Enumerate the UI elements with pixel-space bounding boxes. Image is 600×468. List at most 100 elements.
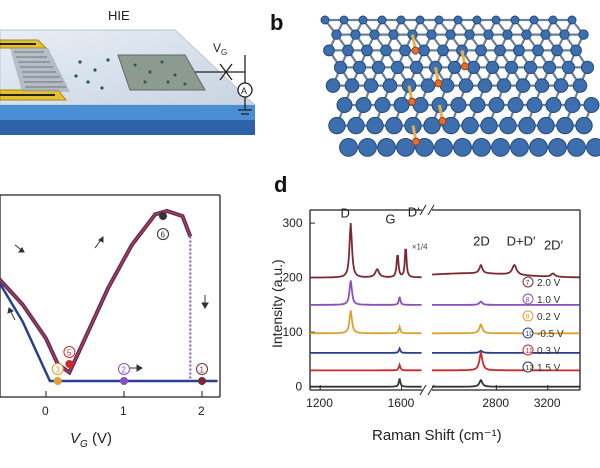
lattice-atom — [548, 15, 558, 25]
lattice-atom — [494, 44, 506, 57]
lattice-atom — [399, 44, 411, 57]
raman-xtick-label: 1200 — [306, 396, 333, 410]
lattice-atom — [567, 15, 577, 25]
lattice-atom — [331, 29, 342, 40]
panel-a: HIE A VG — [0, 8, 257, 135]
lattice-atom — [504, 60, 519, 75]
lattice-atom — [475, 44, 487, 57]
lattice-atom — [445, 29, 456, 40]
lattice-atom — [496, 78, 512, 93]
lattice-atom — [358, 138, 377, 157]
lattice-atom — [564, 97, 581, 113]
lattice-atom — [559, 29, 570, 40]
substrate-front — [0, 105, 255, 120]
raman-peak-label: 2D — [473, 233, 490, 248]
lattice-atom — [510, 15, 520, 25]
panel-d-letter: d — [274, 172, 287, 197]
raman-spectrum — [432, 378, 580, 388]
lattice-atom — [526, 97, 543, 113]
lattice-atom — [469, 97, 486, 113]
raman-spectrum — [310, 346, 422, 354]
panel-d-ylabel: Intensity (a.u.) — [269, 259, 285, 348]
lattice-atom — [371, 60, 386, 75]
hydrogen-atom — [434, 79, 443, 88]
step-marker-dot — [120, 377, 128, 385]
lattice-atom — [515, 78, 531, 93]
legend-number: 10 — [526, 331, 534, 338]
lattice-atom — [380, 44, 392, 57]
lattice-atom — [347, 116, 365, 135]
legend-number: 8 — [526, 297, 530, 304]
raman-spectra: 0 100 200 300 1200 1600 2800 3200 D G D′ 2D D+D′ 2D′ ×… — [283, 205, 581, 410]
lattice-atom — [418, 44, 430, 57]
step-marker-dot — [159, 212, 167, 221]
panel-c-xlabel: VG (V) — [70, 430, 112, 450]
legend-number: 11 — [526, 348, 533, 355]
lattice-atom — [439, 78, 455, 93]
legend-label: 2.0 V — [537, 278, 561, 289]
lattice-atom — [529, 15, 539, 25]
lattice-atom — [551, 44, 563, 57]
lattice-atom — [453, 15, 463, 25]
step-marker-label: 1 — [200, 366, 205, 375]
lattice-atom — [385, 116, 403, 135]
lattice-atom — [518, 116, 536, 135]
raman-spectrum — [310, 280, 422, 306]
lattice-atom — [423, 116, 441, 135]
lattice-atom — [572, 78, 588, 93]
raman-peak-label: D — [341, 206, 350, 221]
legend-label: 0.3 V — [537, 346, 561, 357]
legend-badge — [522, 344, 534, 356]
lattice-atom — [361, 44, 373, 57]
raman-spectrum — [310, 378, 422, 388]
lattice-atom — [583, 97, 600, 113]
lattice-atom — [507, 97, 524, 113]
legend-number: 9 — [526, 314, 530, 321]
step-marker-badge — [196, 363, 208, 375]
raman-spectrum — [432, 349, 580, 354]
raman-spectrum — [432, 300, 580, 306]
lattice-atom — [513, 44, 525, 57]
lattice-atom — [344, 78, 360, 93]
gate-voltage-label: VG — [213, 41, 227, 57]
lattice-atom — [374, 97, 391, 113]
lattice-atom — [458, 78, 474, 93]
ion-dots — [74, 58, 110, 90]
lattice-atom — [352, 60, 367, 75]
lattice-atom — [382, 78, 398, 93]
lattice-atom — [409, 60, 424, 75]
legend-badge — [522, 327, 534, 339]
lattice-atom — [377, 138, 396, 157]
raman-spectrum — [432, 350, 580, 372]
lattice-atom — [540, 29, 551, 40]
hysteresis-overlay-curve — [0, 210, 191, 374]
lattice-atom — [529, 138, 548, 157]
lattice-atom — [453, 138, 472, 157]
lattice-atom — [534, 78, 550, 93]
lattice-atom — [553, 78, 569, 93]
lattice-atom — [510, 138, 529, 157]
ammeter-icon — [237, 82, 253, 98]
raman-ytick-label: 200 — [283, 271, 303, 285]
raman-xtick-label: 1600 — [388, 396, 415, 410]
raman-peak-label: D′ — [408, 205, 420, 220]
raman-ytick-label: 0 — [296, 380, 303, 394]
lattice-atom — [415, 138, 434, 157]
lattice-atom — [342, 44, 354, 57]
legend-badge — [522, 361, 534, 373]
lattice-atom — [363, 78, 379, 93]
raman-xtick-label: 3200 — [534, 396, 561, 410]
lattice-atom — [483, 29, 494, 40]
step-markers: 1 2 35 6 — [51, 212, 208, 385]
device-label: HIE — [108, 8, 130, 23]
raman-spectrum — [432, 322, 580, 335]
lattice-atom — [450, 97, 467, 113]
raman-spectrum — [310, 362, 422, 372]
hydrogen-atom — [412, 137, 420, 146]
panel-b-letter: b — [270, 10, 283, 35]
graphene-lattice — [320, 15, 600, 157]
legend-number: 7 — [526, 280, 530, 287]
lattice-atom — [548, 138, 567, 157]
lattice-atom — [567, 138, 586, 157]
